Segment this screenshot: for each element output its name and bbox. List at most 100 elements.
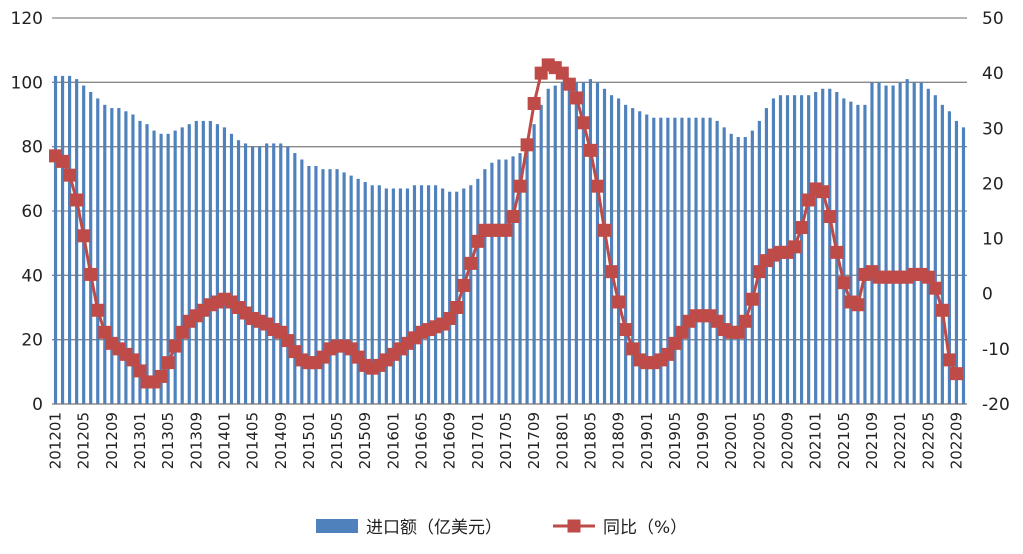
x-tick-label: 201209 bbox=[103, 412, 121, 469]
import-bar bbox=[173, 130, 177, 405]
yoy-marker bbox=[527, 96, 541, 110]
import-bar bbox=[462, 188, 466, 404]
import-bar bbox=[75, 79, 79, 404]
import-bar bbox=[321, 169, 325, 404]
x-tick-label: 201609 bbox=[441, 412, 459, 469]
import-bar bbox=[722, 127, 726, 404]
yoy-marker bbox=[464, 256, 478, 270]
import-bar bbox=[222, 127, 227, 404]
yoy-marker bbox=[745, 292, 759, 306]
yoy-marker bbox=[668, 336, 682, 350]
yoy-marker bbox=[84, 267, 98, 281]
import-bar bbox=[159, 133, 163, 405]
import-bar bbox=[469, 185, 473, 404]
yoy-marker bbox=[555, 66, 569, 80]
import-bar bbox=[807, 95, 811, 404]
import-bar bbox=[363, 182, 367, 404]
yoy-marker bbox=[175, 325, 189, 339]
import-bar bbox=[870, 82, 874, 404]
import-bar bbox=[448, 191, 452, 404]
import-bar bbox=[539, 104, 543, 404]
yoy-marker bbox=[661, 347, 675, 361]
yoy-marker bbox=[443, 312, 457, 326]
left-tick-label: 40 bbox=[21, 266, 43, 286]
import-bar bbox=[736, 137, 740, 404]
import-bar bbox=[103, 104, 107, 404]
import-bar bbox=[708, 117, 712, 404]
x-tick-label: 202001 bbox=[722, 412, 740, 469]
import-bar bbox=[898, 82, 902, 404]
import-bar bbox=[645, 114, 649, 404]
yoy-line-series bbox=[49, 58, 963, 389]
yoy-marker bbox=[133, 364, 147, 378]
import-bar bbox=[314, 165, 318, 404]
left-tick-label: 80 bbox=[21, 138, 43, 158]
import-bar bbox=[849, 101, 853, 404]
x-tick-label: 201405 bbox=[244, 412, 262, 469]
yoy-marker bbox=[56, 154, 70, 168]
import-bar bbox=[384, 188, 388, 404]
right-tick-label: -20 bbox=[982, 395, 1010, 415]
yoy-marker bbox=[562, 77, 576, 91]
import-bar bbox=[497, 159, 501, 404]
import-bar bbox=[342, 172, 346, 404]
import-bar bbox=[673, 117, 677, 404]
import-bar bbox=[279, 143, 283, 404]
yoy-marker bbox=[583, 143, 597, 157]
yoy-marker bbox=[598, 223, 612, 237]
import-bar bbox=[356, 178, 360, 404]
import-bar bbox=[68, 75, 72, 405]
import-bar bbox=[546, 88, 550, 405]
import-bar bbox=[694, 117, 698, 404]
import-bar bbox=[553, 85, 557, 405]
import-bar bbox=[187, 124, 191, 405]
x-tick-label: 201301 bbox=[131, 412, 149, 469]
legend-bar-swatch bbox=[316, 519, 358, 533]
import-bar bbox=[701, 117, 705, 404]
yoy-marker bbox=[816, 185, 830, 199]
yoy-marker bbox=[450, 301, 464, 314]
right-tick-label: -10 bbox=[982, 340, 1010, 360]
import-bar bbox=[666, 117, 670, 404]
import-bars bbox=[53, 75, 966, 405]
import-bar bbox=[243, 143, 248, 404]
legend-marker-swatch bbox=[567, 519, 581, 533]
yoy-marker bbox=[161, 356, 175, 370]
yoy-marker bbox=[126, 353, 140, 367]
import-bar bbox=[961, 127, 966, 404]
import-bar bbox=[856, 104, 860, 404]
yoy-marker bbox=[802, 193, 816, 207]
import-bar bbox=[595, 82, 600, 404]
yoy-marker bbox=[795, 221, 809, 235]
right-axis-ticks: -20 -10 0 10 20 30 40 50 bbox=[982, 9, 1010, 415]
yoy-marker bbox=[837, 276, 851, 290]
yoy-marker bbox=[823, 210, 837, 224]
import-bar bbox=[905, 79, 909, 404]
yoy-marker bbox=[928, 281, 942, 295]
x-tick-label: 201701 bbox=[469, 412, 487, 469]
import-bar bbox=[715, 120, 719, 404]
x-tick-label: 201909 bbox=[694, 412, 712, 469]
import-bar bbox=[145, 124, 149, 405]
left-axis-ticks: 0 20 40 60 80 100 120 bbox=[11, 9, 43, 415]
x-tick-label: 202005 bbox=[750, 412, 768, 469]
yoy-marker bbox=[738, 314, 752, 328]
x-tick-label: 201501 bbox=[300, 412, 318, 469]
import-bar bbox=[518, 153, 522, 404]
import-bar bbox=[609, 95, 614, 404]
yoy-marker bbox=[168, 339, 182, 353]
import-bar bbox=[729, 133, 733, 405]
x-tick-label: 201305 bbox=[159, 412, 177, 469]
yoy-marker bbox=[98, 325, 112, 339]
import-bar bbox=[419, 185, 424, 404]
import-bar bbox=[131, 114, 135, 404]
x-tick-label: 201201 bbox=[47, 412, 65, 469]
x-tick-label: 201409 bbox=[272, 412, 290, 469]
left-tick-label: 100 bbox=[11, 73, 43, 93]
yoy-marker bbox=[921, 270, 935, 284]
import-bar bbox=[757, 120, 761, 404]
legend-bar-label: 进口额（亿美元） bbox=[366, 518, 502, 538]
import-bar bbox=[434, 185, 438, 404]
import-bar bbox=[426, 185, 431, 404]
